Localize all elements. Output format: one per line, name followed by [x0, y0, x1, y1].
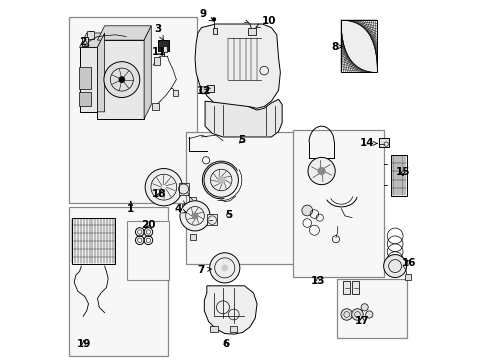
- Circle shape: [307, 157, 335, 185]
- Text: 19: 19: [77, 339, 91, 349]
- Bar: [206, 85, 214, 93]
- Bar: [207, 214, 217, 225]
- Text: 4: 4: [174, 204, 186, 215]
- Bar: [230, 325, 237, 332]
- Text: 12: 12: [197, 86, 211, 96]
- Text: 14: 14: [359, 139, 377, 148]
- Text: 16: 16: [402, 258, 416, 268]
- Circle shape: [199, 87, 206, 94]
- Circle shape: [211, 17, 216, 22]
- Polygon shape: [80, 33, 104, 47]
- Bar: [163, 46, 166, 52]
- Text: 7: 7: [197, 265, 211, 275]
- Circle shape: [383, 255, 406, 278]
- Text: 20: 20: [141, 220, 155, 230]
- Text: 2: 2: [79, 37, 89, 47]
- Bar: [188, 197, 196, 206]
- Bar: [79, 67, 91, 89]
- Circle shape: [340, 309, 352, 320]
- Circle shape: [180, 201, 210, 231]
- Bar: [158, 40, 169, 51]
- Bar: [153, 57, 159, 64]
- Bar: [172, 90, 178, 96]
- Bar: [69, 207, 168, 356]
- Text: 1: 1: [127, 202, 134, 215]
- Bar: [378, 138, 388, 147]
- Polygon shape: [204, 99, 282, 137]
- Bar: [405, 274, 410, 280]
- Bar: [152, 103, 159, 110]
- Circle shape: [119, 77, 124, 82]
- Bar: [182, 204, 188, 210]
- Circle shape: [203, 163, 238, 197]
- Text: 3: 3: [154, 24, 163, 40]
- Bar: [81, 37, 88, 46]
- Text: 18: 18: [152, 189, 166, 199]
- Text: 13: 13: [310, 276, 325, 286]
- Bar: [292, 130, 384, 277]
- Polygon shape: [144, 26, 151, 119]
- Polygon shape: [80, 47, 97, 112]
- Bar: [126, 221, 169, 280]
- Circle shape: [222, 265, 227, 271]
- Circle shape: [301, 205, 312, 216]
- Circle shape: [145, 168, 182, 206]
- Text: 6: 6: [222, 339, 229, 349]
- Polygon shape: [195, 24, 280, 116]
- Circle shape: [217, 176, 224, 184]
- Circle shape: [365, 311, 372, 318]
- Polygon shape: [204, 286, 257, 334]
- Text: 11: 11: [152, 46, 166, 57]
- Text: 5: 5: [238, 135, 245, 145]
- Bar: [341, 21, 376, 72]
- Bar: [248, 28, 256, 35]
- Circle shape: [192, 213, 198, 219]
- Bar: [343, 281, 349, 294]
- Bar: [210, 325, 217, 332]
- Text: 10: 10: [255, 17, 276, 27]
- Bar: [212, 28, 217, 35]
- Bar: [69, 17, 196, 203]
- Polygon shape: [97, 40, 144, 119]
- Bar: [87, 31, 93, 39]
- Text: 9: 9: [199, 9, 213, 21]
- Bar: [79, 92, 91, 107]
- Text: 8: 8: [330, 42, 342, 51]
- Bar: [390, 155, 406, 196]
- Circle shape: [360, 304, 367, 311]
- Circle shape: [209, 253, 239, 283]
- Bar: [72, 218, 115, 264]
- Text: 17: 17: [354, 316, 368, 325]
- Bar: [336, 279, 406, 338]
- Text: 15: 15: [395, 167, 409, 177]
- Polygon shape: [97, 26, 151, 40]
- Circle shape: [317, 167, 325, 175]
- Polygon shape: [97, 33, 104, 112]
- Circle shape: [351, 309, 363, 320]
- Circle shape: [104, 62, 140, 98]
- Bar: [352, 281, 358, 294]
- Text: 5: 5: [224, 210, 231, 220]
- Bar: [178, 183, 188, 195]
- Bar: [190, 234, 196, 239]
- Bar: [186, 132, 295, 264]
